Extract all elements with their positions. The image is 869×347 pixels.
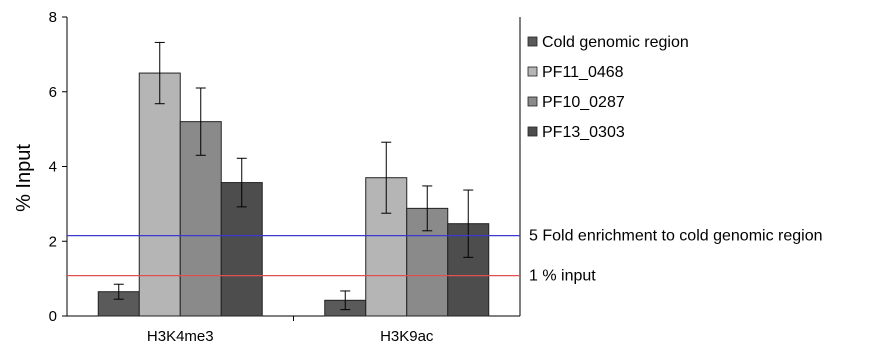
y-tick-label: 0 xyxy=(49,308,57,325)
legend-label: PF11_0468 xyxy=(542,64,624,81)
legend-swatch xyxy=(527,36,538,47)
reference-line-label: 5 Fold enrichment to cold genomic region xyxy=(529,228,823,245)
legend-label: PF13_0303 xyxy=(542,124,625,141)
legend-label: PF10_0287 xyxy=(542,94,625,111)
legend-swatch xyxy=(527,66,538,77)
legend: Cold genomic region PF11_0468 PF10_0287 PF1… xyxy=(527,34,689,141)
legend-label: Cold genomic region xyxy=(542,34,689,51)
x-category-label: H3K9ac xyxy=(380,328,434,345)
legend-swatch xyxy=(527,96,538,107)
y-axis-title: % Input xyxy=(13,144,35,212)
y-tick-label: 4 xyxy=(49,159,57,176)
reference-line-label: 1 % input xyxy=(529,268,596,285)
legend-swatch xyxy=(527,126,538,137)
y-tick-label: 8 xyxy=(49,9,57,26)
bars xyxy=(97,41,490,317)
reference-lines: 5 Fold enrichment to cold genomic region… xyxy=(67,228,823,285)
y-tick-label: 6 xyxy=(49,84,57,101)
x-category-label: H3K4me3 xyxy=(147,328,214,345)
bar xyxy=(138,72,181,317)
y-tick-label: 2 xyxy=(49,233,57,250)
